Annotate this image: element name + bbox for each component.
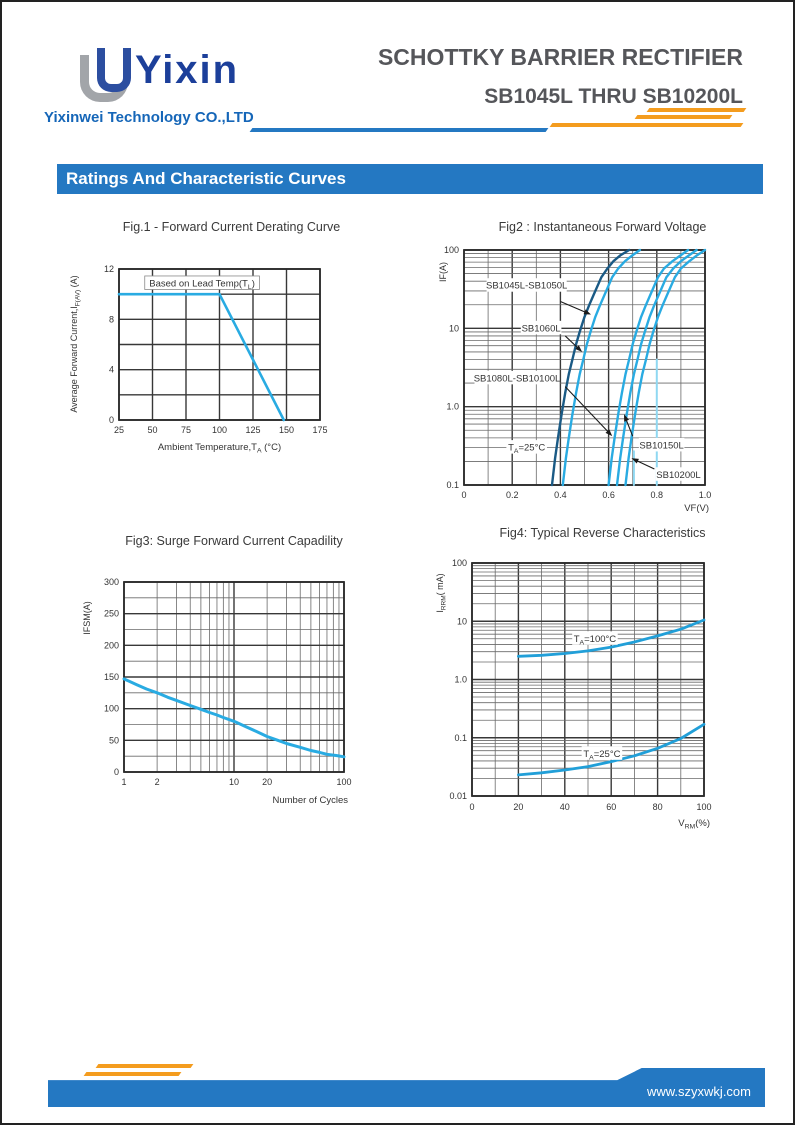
header-divider-blue	[249, 128, 549, 132]
fig4-chart: TA​=100°C TA​=25°C 0 20 40 60 80 100 100 10 1.0 0.1…	[430, 548, 775, 838]
svg-text:100: 100	[696, 802, 711, 812]
svg-text:0: 0	[461, 490, 466, 500]
svg-text:TA​=25°C: TA​=25°C	[583, 749, 620, 762]
svg-text:TA​=25°C: TA​=25°C	[508, 443, 545, 456]
svg-text:150: 150	[279, 425, 294, 435]
section-banner: Ratings And Characteristic Curves	[57, 164, 763, 194]
svg-text:100: 100	[104, 704, 119, 714]
fig2-block: Fig2 : Instantaneous Forward Voltage SB1…	[430, 220, 775, 516]
svg-text:SB10150L: SB10150L	[639, 440, 683, 451]
svg-text:80: 80	[653, 802, 663, 812]
header-divider-orange-1	[549, 123, 744, 127]
fig3-chart: 1 2 10 20 100 0 50 100 150 200 250 300 Number of Cyc…	[64, 556, 404, 808]
svg-text:0.2: 0.2	[506, 490, 519, 500]
svg-text:10: 10	[457, 616, 467, 626]
svg-text:Ambient Temperature,TA​ (°C): Ambient Temperature,TA​ (°C)	[158, 442, 281, 455]
svg-text:0.4: 0.4	[554, 490, 567, 500]
svg-text:1.0: 1.0	[454, 675, 467, 685]
svg-text:100: 100	[452, 558, 467, 568]
svg-text:175: 175	[312, 425, 327, 435]
svg-text:0: 0	[109, 415, 114, 425]
svg-text:100: 100	[212, 425, 227, 435]
website-url: www.szyxwkj.com	[646, 1084, 751, 1099]
page-title: SCHOTTKY BARRIER RECTIFIER	[377, 44, 743, 70]
fig2-chart: SB1045L-SB1050L SB1060L SB1080L-SB10100L TA…	[430, 242, 775, 516]
svg-text:2: 2	[155, 777, 160, 787]
part-range-subtitle: SB1045L THRU SB10200L	[484, 85, 743, 108]
fig2-title: Fig2 : Instantaneous Forward Voltage	[498, 220, 707, 234]
svg-text:125: 125	[245, 425, 260, 435]
svg-text:1.0: 1.0	[699, 490, 712, 500]
svg-text:50: 50	[147, 425, 157, 435]
svg-text:0.1: 0.1	[454, 733, 467, 743]
svg-text:4: 4	[109, 365, 114, 375]
svg-text:8: 8	[109, 314, 114, 324]
logo-text: Yixin	[135, 48, 240, 92]
footer-divider-orange-1	[95, 1064, 194, 1068]
fig3-title: Fig3: Surge Forward Current Capadility	[125, 534, 343, 548]
svg-text:40: 40	[560, 802, 570, 812]
svg-text:Average Forward Current,IF(AV): Average Forward Current,IF(AV)​ (A)	[69, 275, 82, 412]
section-title: Ratings And Characteristic Curves	[66, 169, 346, 188]
svg-text:10: 10	[449, 323, 459, 333]
fig1-chart: Based on Lead Temp(TL​) 25 50 75 100 125 150 17…	[64, 242, 399, 464]
svg-text:0: 0	[114, 767, 119, 777]
svg-text:IFSM(A): IFSM(A)	[82, 601, 92, 635]
svg-text:60: 60	[606, 802, 616, 812]
svg-text:50: 50	[109, 735, 119, 745]
svg-text:0: 0	[469, 802, 474, 812]
svg-text:300: 300	[104, 577, 119, 587]
svg-text:0.6: 0.6	[602, 490, 615, 500]
header-divider-orange-2	[634, 115, 733, 119]
svg-text:SB1045L-SB1050L: SB1045L-SB1050L	[486, 281, 567, 292]
svg-text:Based on Lead Temp(TL​): Based on Lead Temp(TL​)	[149, 278, 255, 291]
svg-text:20: 20	[513, 802, 523, 812]
svg-text:25: 25	[114, 425, 124, 435]
fig4-title: Fig4: Typical Reverse Characteristics	[499, 526, 706, 540]
svg-text:0.1: 0.1	[446, 480, 459, 490]
svg-text:SB1080L-SB10100L: SB1080L-SB10100L	[474, 373, 561, 384]
svg-text:Number of Cycles: Number of Cycles	[273, 795, 349, 806]
svg-text:IRRM​( mA): IRRM​( mA)	[435, 573, 448, 612]
svg-text:150: 150	[104, 672, 119, 682]
fig1-title: Fig.1 - Forward Current Derating Curve	[122, 220, 341, 234]
svg-text:250: 250	[104, 609, 119, 619]
fig1-block: Fig.1 - Forward Current Derating Curve B…	[64, 220, 399, 464]
svg-text:100: 100	[336, 777, 351, 787]
footer-divider-orange-2	[83, 1072, 182, 1076]
header-divider-orange-3	[646, 108, 747, 112]
svg-text:SB10200L: SB10200L	[656, 470, 700, 481]
svg-text:1: 1	[121, 777, 126, 787]
svg-text:SB1060L: SB1060L	[522, 323, 561, 334]
svg-text:1.0: 1.0	[446, 402, 459, 412]
svg-text:VF(V): VF(V)	[684, 503, 709, 514]
svg-text:100: 100	[444, 245, 459, 255]
fig3-block: Fig3: Surge Forward Current Capadility 1…	[64, 534, 404, 808]
svg-text:10: 10	[229, 777, 239, 787]
svg-text:0.8: 0.8	[651, 490, 664, 500]
fig4-block: Fig4: Typical Reverse Characteristics TA…	[430, 526, 775, 838]
svg-text:75: 75	[181, 425, 191, 435]
svg-text:200: 200	[104, 640, 119, 650]
svg-text:TA​=100°C: TA​=100°C	[574, 634, 617, 647]
company-name: Yixinwei Technology CO.,LTD	[44, 109, 254, 126]
logo-u-inner-mark	[97, 48, 131, 92]
svg-text:VRM​(%): VRM​(%)	[678, 818, 710, 831]
svg-text:20: 20	[262, 777, 272, 787]
svg-text:0.01: 0.01	[449, 791, 467, 801]
document-titles: SCHOTTKY BARRIER RECTIFIER SB1045L THRU …	[378, 44, 743, 109]
svg-text:12: 12	[104, 264, 114, 274]
svg-text:IF(A): IF(A)	[438, 262, 448, 282]
